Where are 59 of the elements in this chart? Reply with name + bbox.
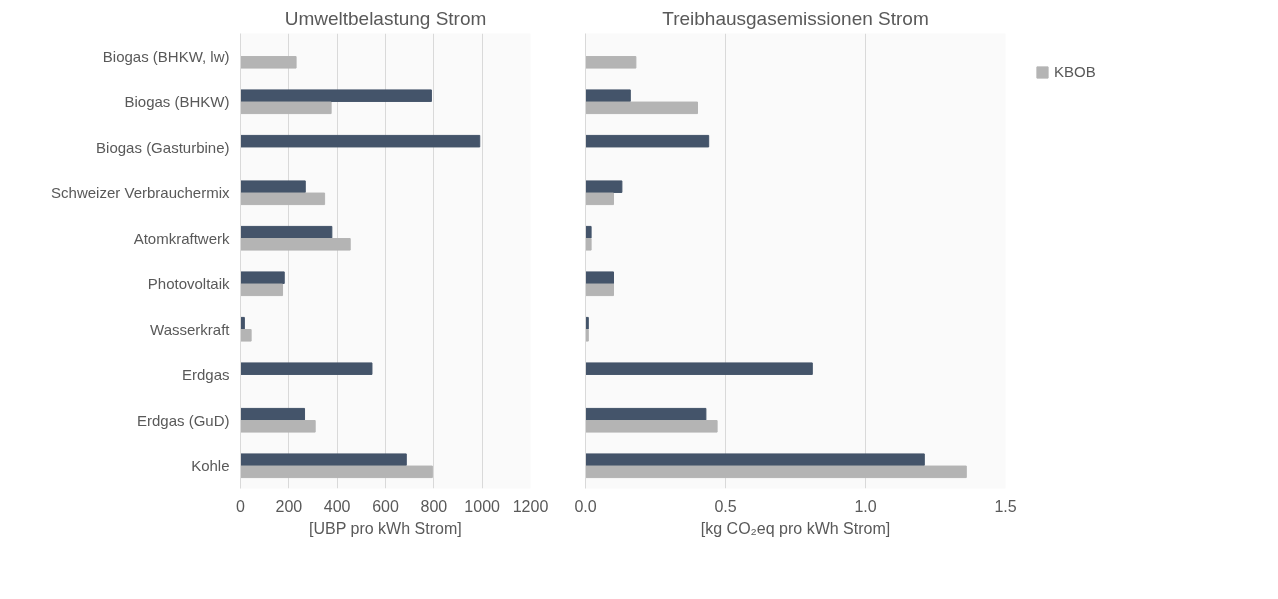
y-tick-label: Schweizer Verbrauchermix [51, 184, 230, 202]
bar [585, 89, 631, 102]
bar [585, 316, 589, 330]
x-axis-title: [UBP pro kWh Strom] [309, 519, 462, 537]
bar [240, 453, 407, 466]
x-tick-label: 400 [323, 497, 351, 515]
y-tick-label: Erdgas [181, 366, 230, 384]
x-tick-label: 0.5 [714, 497, 737, 515]
y-tick-label: Erdgas (GuD) [136, 411, 230, 429]
y-tick-label: Photovoltaik [147, 275, 230, 293]
bar [240, 407, 306, 421]
bar [240, 329, 252, 342]
x-tick-label: 1000 [464, 497, 501, 515]
bar [585, 238, 592, 251]
bar [240, 283, 284, 297]
y-tick-label: Atomkraftwerk [133, 229, 230, 247]
x-tick-label: 1.5 [994, 497, 1017, 515]
chart-title: Treibhausgasemissionen Strom [662, 7, 929, 29]
bar [240, 56, 297, 69]
bar [240, 101, 332, 115]
bar [585, 420, 718, 433]
bar [585, 453, 925, 466]
bar [240, 362, 373, 375]
y-tick-label: Biogas (Gasturbine) [96, 138, 230, 156]
x-tick-label: 0.0 [574, 497, 597, 515]
bar [240, 225, 333, 239]
bar [585, 362, 813, 375]
bar [585, 134, 710, 148]
bar [585, 407, 707, 421]
bar [585, 225, 592, 239]
bar [585, 192, 614, 206]
bar [240, 134, 481, 148]
bar [585, 101, 698, 115]
y-tick-label: Wasserkraft [150, 320, 231, 338]
bar [240, 420, 316, 433]
bar [585, 271, 614, 284]
bar [240, 465, 433, 479]
bar [240, 271, 285, 284]
y-tick-label: Kohle [191, 457, 230, 475]
x-tick-label: 1200 [512, 497, 549, 515]
x-tick-label: 0 [236, 497, 246, 515]
chart-title: Umweltbelastung Strom [284, 7, 487, 29]
bar [240, 192, 326, 206]
legend-label: KBOB [1054, 63, 1096, 80]
x-tick-label: 800 [420, 497, 448, 515]
x-tick-label: 600 [372, 497, 399, 515]
x-tick-label: 1.0 [854, 497, 877, 515]
bar [585, 56, 637, 69]
bar [585, 180, 623, 193]
bar [585, 283, 614, 297]
bar [240, 89, 432, 102]
x-axis-title: [kg CO₂eq pro kWh Strom] [700, 519, 891, 537]
bar [585, 465, 967, 479]
x-tick-label: 200 [275, 497, 303, 515]
y-tick-label: Biogas (BHKW) [124, 93, 230, 111]
y-tick-label: Biogas (BHKW, lw) [102, 47, 230, 65]
bar [585, 329, 589, 342]
bar [240, 180, 306, 193]
bar [240, 238, 351, 251]
